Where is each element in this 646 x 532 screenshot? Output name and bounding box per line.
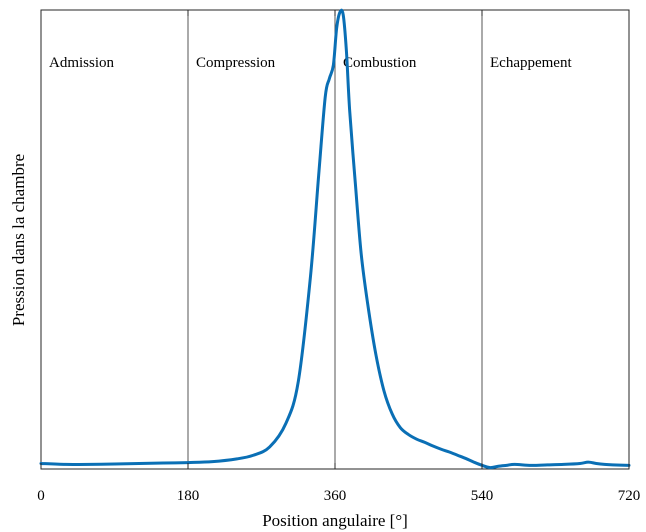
- phase-label-compression: Compression: [196, 55, 276, 71]
- phase-label-admission: Admission: [49, 55, 115, 71]
- phase-labels: Admission Compression Combustion Echappemen…: [49, 55, 572, 71]
- x-tick-label: 180: [177, 488, 200, 504]
- pressure-series-line: [39, 8, 631, 470]
- x-tick-label: 540: [471, 488, 494, 504]
- x-axis-label: Position angulaire [°]: [262, 511, 408, 530]
- x-tick-label: 720: [618, 488, 641, 504]
- phase-label-combustion: Combustion: [343, 55, 417, 71]
- phase-label-echappement: Echappement: [490, 55, 572, 71]
- x-ticks: 0 180 360 540 720: [37, 10, 640, 504]
- x-tick-label: 360: [324, 488, 347, 504]
- y-axis-label: Pression dans la chambre: [9, 154, 28, 326]
- x-tick-label: 0: [37, 488, 45, 504]
- series-group: [39, 8, 631, 470]
- phase-boundaries: [187, 10, 483, 469]
